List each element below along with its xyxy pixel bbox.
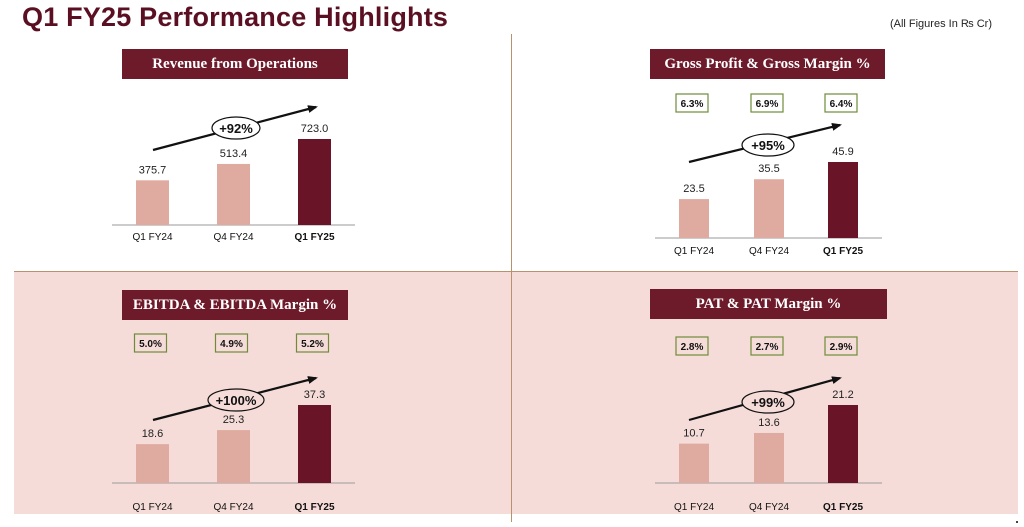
growth-label: +95% xyxy=(751,138,785,153)
data-label: 25.3 xyxy=(223,414,244,426)
growth-badge xyxy=(207,388,265,412)
category-label: Q1 FY25 xyxy=(294,232,334,243)
panel-gross-profit: Gross Profit & Gross Margin % 23.5 Q1 FY2… xyxy=(650,49,885,257)
margin-badge xyxy=(750,93,784,113)
category-label: Q4 FY24 xyxy=(213,232,253,243)
growth-badge xyxy=(211,116,261,140)
data-label: 18.6 xyxy=(142,428,163,440)
units-note: (All Figures In ₨ Cr) xyxy=(889,18,992,30)
bar-q1-fy24 xyxy=(679,443,709,483)
panel-title: PAT & PAT Margin % xyxy=(650,289,887,319)
data-label: 375.7 xyxy=(139,164,167,176)
growth-label: +92% xyxy=(219,121,253,136)
growth-badge xyxy=(741,133,795,157)
margin-label: 5.0% xyxy=(139,339,162,350)
page-title: Q1 FY25 Performance Highlights xyxy=(22,2,449,32)
growth-label: +100% xyxy=(216,393,257,408)
growth-badge xyxy=(741,390,795,414)
margin-badge xyxy=(824,336,858,356)
data-label: 37.3 xyxy=(304,389,325,401)
data-label: 13.6 xyxy=(758,417,779,429)
margin-badge xyxy=(295,333,330,353)
category-label: Q4 FY24 xyxy=(213,502,253,513)
data-label: 35.5 xyxy=(758,163,779,175)
ebitda-chart: 18.6 Q1 FY24 5.0% 25.3 Q4 FY24 4.9% 37.3 Q1 FY2… xyxy=(112,333,355,513)
margin-badge xyxy=(214,333,249,353)
data-label: 23.5 xyxy=(683,183,704,195)
bar-q4-fy24 xyxy=(754,432,784,483)
bar-q4-fy24 xyxy=(754,179,784,238)
margin-label: 6.4% xyxy=(830,99,853,110)
margin-label: 6.9% xyxy=(756,99,779,110)
bar-q1-fy24 xyxy=(679,199,709,238)
panel-revenue: Revenue from Operations 375.7 Q1 FY24 513.… xyxy=(0,0,512,271)
margin-label: 2.7% xyxy=(756,342,779,353)
panel-ebitda: EBITDA & EBITDA Margin % 18.6 Q1 FY24 5.0%… xyxy=(112,290,355,513)
bar-q1-fy25 xyxy=(828,405,858,483)
margin-label: 4.9% xyxy=(220,339,243,350)
category-label: Q1 FY24 xyxy=(674,246,714,257)
category-label: Q1 FY25 xyxy=(294,502,334,513)
bar-q1-fy25 xyxy=(298,405,331,483)
margin-badge xyxy=(824,93,858,113)
category-label: Q4 FY24 xyxy=(749,246,789,257)
margin-label: 5.2% xyxy=(301,339,324,350)
data-label: 21.2 xyxy=(832,389,853,401)
margin-label: 6.3% xyxy=(681,99,704,110)
horizontal-divider xyxy=(14,271,1018,272)
data-label: 723.0 xyxy=(301,123,329,135)
category-label: Q1 FY24 xyxy=(674,502,714,513)
bar-q4-fy24 xyxy=(217,430,250,483)
category-label: Q1 FY25 xyxy=(823,502,863,513)
margin-badge xyxy=(675,336,709,356)
gross-profit-chart: 23.5 Q1 FY24 6.3% 35.5 Q4 FY24 6.9% 45.9 Q1 FY2… xyxy=(655,93,882,257)
margin-badge xyxy=(133,333,168,353)
decorative-dot xyxy=(1016,521,1018,523)
margin-badge xyxy=(675,93,709,113)
bar-q1-fy25 xyxy=(298,139,331,225)
data-label: 513.4 xyxy=(220,148,248,160)
bar-q1-fy24 xyxy=(136,180,169,225)
bar-q4-fy24 xyxy=(217,163,250,225)
data-label: 45.9 xyxy=(832,146,853,158)
margin-badge xyxy=(750,336,784,356)
revenue-chart: 375.7 Q1 FY24 513.4 Q4 FY24 723.0 Q1 FY25 +92% xyxy=(112,105,355,243)
category-label: Q1 FY24 xyxy=(132,232,172,243)
panel-title: Gross Profit & Gross Margin % xyxy=(650,49,885,79)
category-label: Q1 FY25 xyxy=(823,246,863,257)
bar-q1-fy24 xyxy=(136,444,169,483)
margin-label: 2.8% xyxy=(681,342,704,353)
category-label: Q1 FY24 xyxy=(132,502,172,513)
margin-label: 2.9% xyxy=(830,342,853,353)
vertical-divider xyxy=(511,34,512,522)
data-label: 10.7 xyxy=(683,428,704,440)
growth-label: +99% xyxy=(751,395,785,410)
panel-title: EBITDA & EBITDA Margin % xyxy=(122,290,348,320)
bar-q1-fy25 xyxy=(828,162,858,238)
panel-title: Revenue from Operations xyxy=(122,49,348,79)
category-label: Q4 FY24 xyxy=(749,502,789,513)
